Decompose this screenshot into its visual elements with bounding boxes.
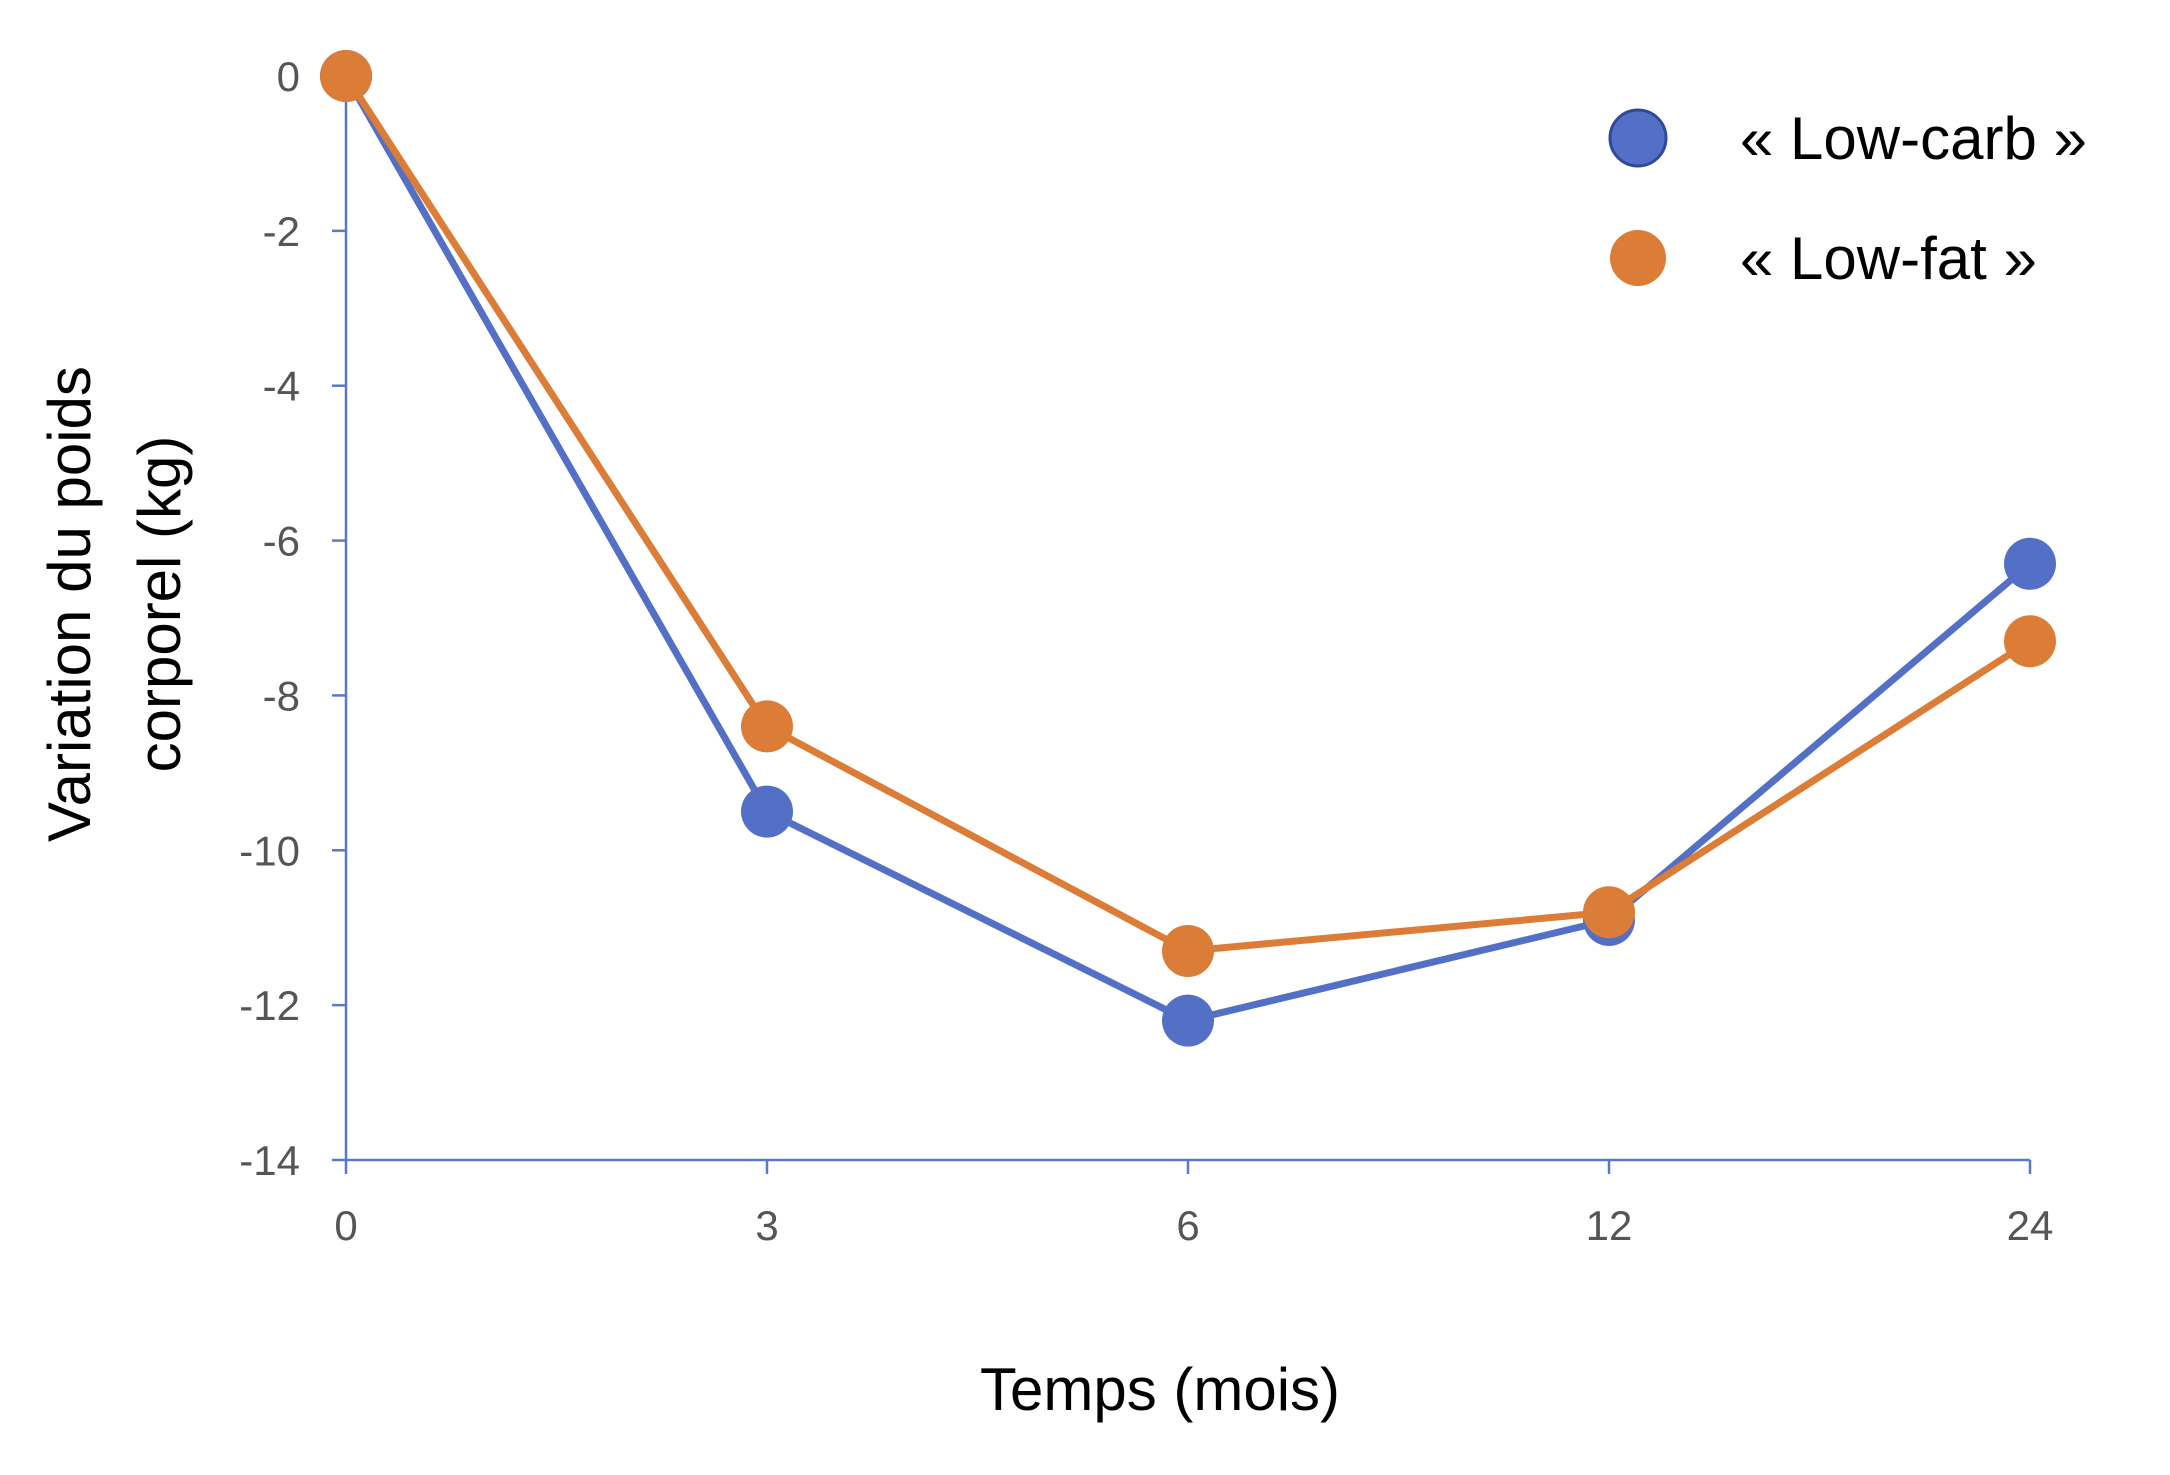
y-tick-label: 0 (277, 53, 300, 100)
data-point (320, 50, 372, 102)
x-tick-label: 0 (334, 1202, 357, 1249)
legend-label: « Low-carb » (1740, 105, 2087, 172)
legend-marker (1608, 108, 1668, 168)
y-axis-title-line-1: Variation du poids (36, 366, 103, 842)
x-tick-label: 6 (1176, 1202, 1199, 1249)
x-tick-label: 12 (1586, 1202, 1633, 1249)
y-tick-label: -10 (239, 827, 300, 874)
data-point (741, 700, 793, 753)
y-axis-title: Variation du poids corporel (kg) (36, 366, 193, 842)
y-axis-title-line-2: corporel (kg) (126, 436, 193, 773)
data-point (2004, 537, 2056, 590)
x-axis-ticks: 0 3 6 12 24 (334, 1160, 2053, 1249)
data-point (2004, 615, 2056, 668)
y-tick-label: -14 (239, 1137, 300, 1184)
series-2 (320, 50, 2056, 977)
chart-series (320, 50, 2056, 1047)
y-axis-ticks: 0 -2 -4 -6 -8 -10 -12 -14 (239, 53, 346, 1184)
y-tick-label: -8 (263, 672, 300, 719)
chart-legend: « Low-carb » « Low-fat » (1608, 105, 2087, 292)
x-tick-label: 3 (755, 1202, 778, 1249)
data-point (1162, 994, 1214, 1047)
legend-item: « Low-carb » (1608, 105, 2087, 172)
legend-label: « Low-fat » (1740, 225, 2037, 292)
series-line (342, 74, 2033, 1025)
legend-marker (1610, 230, 1666, 286)
data-point (1583, 886, 1635, 939)
y-tick-label: -12 (239, 982, 300, 1029)
y-tick-label: -2 (263, 208, 300, 255)
legend-item: « Low-fat » (1610, 225, 2037, 292)
series-1 (320, 50, 2056, 1047)
data-point (741, 785, 793, 838)
x-axis-title: Temps (mois) (980, 1356, 1340, 1423)
data-point (1162, 924, 1214, 977)
x-tick-label: 24 (2007, 1202, 2054, 1249)
y-tick-label: -4 (263, 363, 300, 410)
y-tick-label: -6 (263, 518, 300, 565)
